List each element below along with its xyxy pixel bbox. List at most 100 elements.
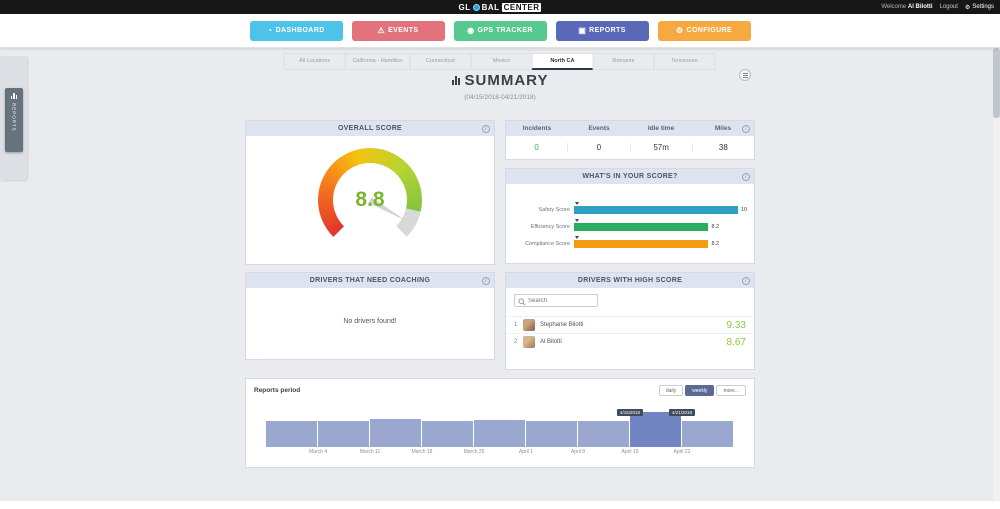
timeline-bar[interactable]	[370, 419, 421, 447]
score-label: Compliance Score	[525, 241, 570, 247]
gauge-icon: ◔	[267, 25, 273, 35]
nav-button-dashboard[interactable]: ◔ DASHBOARD	[249, 20, 343, 41]
pin-icon: ◉	[467, 25, 475, 35]
timeline-bar[interactable]	[474, 420, 525, 447]
reports-period-panel: Reports period daily weekly more... 4/15…	[245, 378, 755, 468]
info-icon[interactable]: i	[482, 276, 490, 285]
nav-button-reports[interactable]: ▣ REPORTS	[555, 20, 649, 41]
content-area: REPORTS All Locations California - Hamil…	[0, 48, 1000, 501]
configure-gear-icon: ⚙	[675, 25, 684, 35]
warning-icon: ⚠	[377, 25, 386, 35]
panel-header: OVERALL SCORE i	[246, 121, 494, 136]
panel-header: WHAT'S IN YOUR SCORE? i	[506, 169, 754, 184]
logout-link[interactable]: Logout	[939, 4, 958, 10]
driver-name: Stephanie Bilotti	[540, 322, 584, 328]
driver-rank: 2	[514, 339, 518, 345]
tab-mexico[interactable]: Mexico	[470, 53, 533, 70]
timeline-bar[interactable]	[630, 412, 681, 447]
driver-row[interactable]: 2 Al Bilotti 8.67	[506, 333, 754, 350]
tab-north-ca[interactable]: North CA	[531, 53, 594, 70]
timeline-bar[interactable]	[526, 421, 577, 447]
timeline-axis-label: April 8	[570, 449, 586, 455]
top-bar: GL BAL CENTER Welcome Al Bilotti Logout ⚙ S…	[0, 0, 1000, 14]
tab-california-hamilton[interactable]: California - Hamilton	[344, 53, 411, 70]
gear-icon: ⚙	[964, 4, 971, 11]
tab-all-locations[interactable]: All Locations	[283, 53, 346, 70]
user-name: Al Bilotti	[907, 4, 933, 10]
timeline-axis-label: April 15	[621, 449, 639, 455]
stat-column-miles: Miles	[714, 125, 732, 132]
logo-text: GL	[458, 2, 471, 12]
panel-header: DRIVERS WITH HIGH SCORE i	[506, 273, 754, 288]
info-icon[interactable]: i	[742, 124, 750, 133]
summary-chart-icon	[451, 76, 460, 85]
marker-icon	[575, 219, 579, 222]
timeline-plot[interactable]: 4/15/2018 4/21/2018	[266, 407, 734, 447]
scrollbar	[993, 48, 1000, 501]
search-icon	[518, 298, 526, 306]
date-range-tooltip: 4/21/2018	[668, 409, 696, 416]
more-button[interactable]: more...	[716, 385, 746, 396]
logo: GL BAL CENTER	[458, 2, 542, 12]
tab-tennessee[interactable]: Tennessee	[653, 53, 716, 70]
globe-icon	[472, 3, 480, 11]
driver-score: 9.33	[726, 319, 746, 331]
top-bar-user-area: Welcome Al Bilotti Logout ⚙ Settings	[881, 0, 994, 14]
driver-name: Al Bilotti	[540, 339, 562, 345]
info-icon[interactable]: i	[482, 124, 490, 133]
nav-button-gps-tracker[interactable]: ◉ GPS TRACKER	[453, 20, 547, 41]
nav-button-configure[interactable]: ⚙ CONFIGURE	[657, 20, 751, 41]
high-score-panel: DRIVERS WITH HIGH SCORE i 1 Stephanie Bi…	[505, 272, 755, 370]
logo-center-badge: CENTER	[501, 2, 542, 12]
driver-list: 1 Stephanie Bilotti 9.33 2 Al Bilotti 8.…	[506, 316, 754, 350]
daily-button[interactable]: daily	[658, 385, 684, 396]
score-row-compliance: Compliance Score 8.2	[506, 236, 754, 248]
timeline-axis-label: March 25	[463, 449, 485, 455]
timeline-axis-label: March 18	[411, 449, 433, 455]
empty-state-message: No drivers found!	[343, 318, 397, 325]
stat-column-events: Events	[588, 125, 610, 132]
stat-column-incidents: Incidents	[522, 125, 552, 132]
tab-connecticut[interactable]: Connecticut	[409, 53, 472, 70]
driver-score: 8.67	[726, 336, 746, 348]
page-title: SUMMARY	[0, 72, 1000, 89]
report-chart-icon: ▣	[578, 25, 587, 35]
timeline-axis-label: March 11	[359, 449, 381, 455]
nav-button-events[interactable]: ⚠ EVENTS	[351, 20, 445, 41]
info-icon[interactable]: i	[742, 276, 750, 285]
chart-context-menu-icon[interactable]	[739, 69, 751, 81]
timeline-bar[interactable]	[422, 421, 473, 447]
location-tabs: All Locations California - Hamilton Conn…	[283, 53, 716, 70]
driver-avatar	[523, 319, 535, 331]
scrollbar-thumb[interactable]	[993, 48, 1000, 118]
settings-link[interactable]: ⚙ Settings	[964, 4, 994, 11]
info-icon[interactable]: i	[742, 172, 750, 181]
logo-text: BAL	[481, 2, 500, 12]
side-tab-reports[interactable]: REPORTS	[5, 88, 23, 152]
timeline-bar[interactable]	[578, 421, 629, 447]
score-bar: 8.2	[574, 236, 738, 248]
main-nav: ◔ DASHBOARD ⚠ EVENTS ◉ GPS TRACKER ▣ REPORTS…	[0, 14, 1000, 48]
stat-value-incidents: 0	[506, 143, 569, 152]
gauge-value: 8.8	[355, 188, 385, 211]
tab-romania[interactable]: Romania	[592, 53, 655, 70]
driver-row[interactable]: 1 Stephanie Bilotti 9.33	[506, 316, 754, 333]
side-tab-label: REPORTS	[11, 103, 17, 132]
overall-score-panel: OVERALL SCORE i 8.8	[245, 120, 495, 265]
timeline-bar[interactable]	[682, 421, 733, 447]
driver-avatar	[523, 336, 535, 348]
weekly-button[interactable]: weekly	[685, 385, 715, 396]
stats-header: Incidents Events Idle time Miles i	[506, 121, 754, 136]
reports-period-chart[interactable]: 4/15/2018 4/21/2018 March 4 March 11 March …	[266, 407, 734, 459]
timeline-axis: March 4 March 11 March 18 March 25 April 1 Ap…	[266, 447, 734, 458]
score-row-efficiency: Efficiency Score 8.2	[506, 219, 754, 231]
timeline-bar[interactable]	[318, 421, 369, 447]
stats-values: 0 0 57m 38	[506, 136, 754, 159]
marker-icon	[575, 236, 579, 239]
timeline-bar[interactable]	[266, 421, 317, 447]
score-value: 10	[741, 207, 748, 213]
search-input[interactable]	[515, 295, 597, 306]
score-bar: 8.2	[574, 219, 738, 231]
stat-value-events: 0	[568, 143, 631, 152]
